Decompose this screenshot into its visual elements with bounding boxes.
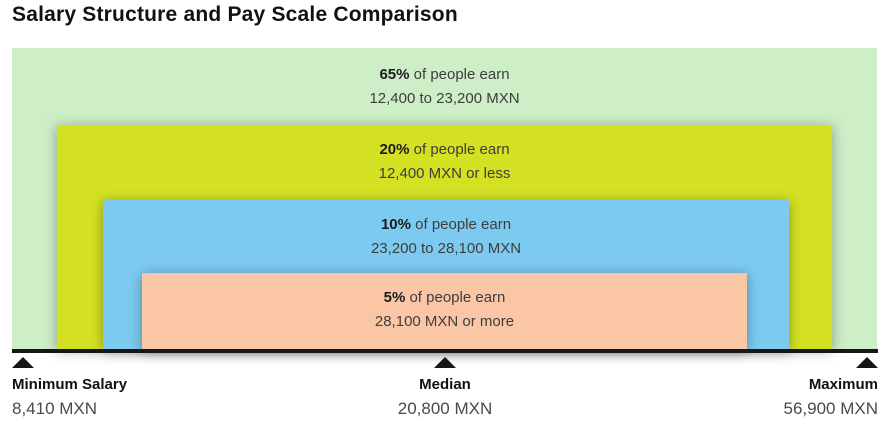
- band-5-percent-value: 5%: [383, 289, 406, 306]
- band-5-percent: 5% of people earn 28,100 MXN or more: [142, 273, 747, 349]
- band-10-text: 10% of people earn 23,200 to 28,100 MXN: [103, 200, 789, 261]
- band-10-percent-value: 10%: [380, 216, 411, 233]
- band-20-percent-value: 20%: [379, 141, 410, 158]
- marker-label: Maximum: [808, 376, 878, 393]
- triangle-up-icon: [12, 357, 34, 368]
- band-65-suffix: of people earn: [413, 66, 510, 83]
- triangle-up-icon: [856, 357, 878, 368]
- band-5-line1: 5% of people earn: [142, 286, 747, 310]
- marker-median: Median 20,800 MXN: [335, 357, 555, 418]
- band-20-line1: 20% of people earn: [57, 138, 832, 162]
- page-title: Salary Structure and Pay Scale Compariso…: [12, 3, 458, 26]
- band-5-text: 5% of people earn 28,100 MXN or more: [142, 273, 747, 334]
- band-5-suffix: of people earn: [409, 289, 506, 306]
- band-20-range: 12,400 MXN or less: [378, 165, 511, 182]
- marker-value: 8,410 MXN: [12, 399, 98, 418]
- band-5-range: 28,100 MXN or more: [374, 313, 515, 330]
- band-65-percent-value: 65%: [379, 66, 410, 83]
- band-10-suffix: of people earn: [415, 216, 512, 233]
- salary-axis-line: [12, 349, 878, 353]
- band-20-suffix: of people earn: [413, 141, 510, 158]
- triangle-up-icon: [434, 357, 456, 368]
- band-65-line1: 65% of people earn: [12, 63, 877, 87]
- band-20-text: 20% of people earn 12,400 MXN or less: [57, 125, 832, 186]
- marker-value: 20,800 MXN: [397, 399, 493, 418]
- band-10-line1: 10% of people earn: [103, 213, 789, 237]
- marker-label: Minimum Salary: [12, 376, 128, 393]
- band-10-range: 23,200 to 28,100 MXN: [370, 240, 522, 257]
- marker-maximum: Maximum 56,900 MXN: [658, 357, 878, 418]
- marker-value: 56,900 MXN: [783, 399, 879, 418]
- band-65-range: 12,400 to 23,200 MXN: [369, 90, 520, 107]
- marker-minimum-salary: Minimum Salary 8,410 MXN: [12, 357, 232, 418]
- band-65-text: 65% of people earn 12,400 to 23,200 MXN: [12, 48, 877, 111]
- marker-label: Median: [419, 376, 471, 393]
